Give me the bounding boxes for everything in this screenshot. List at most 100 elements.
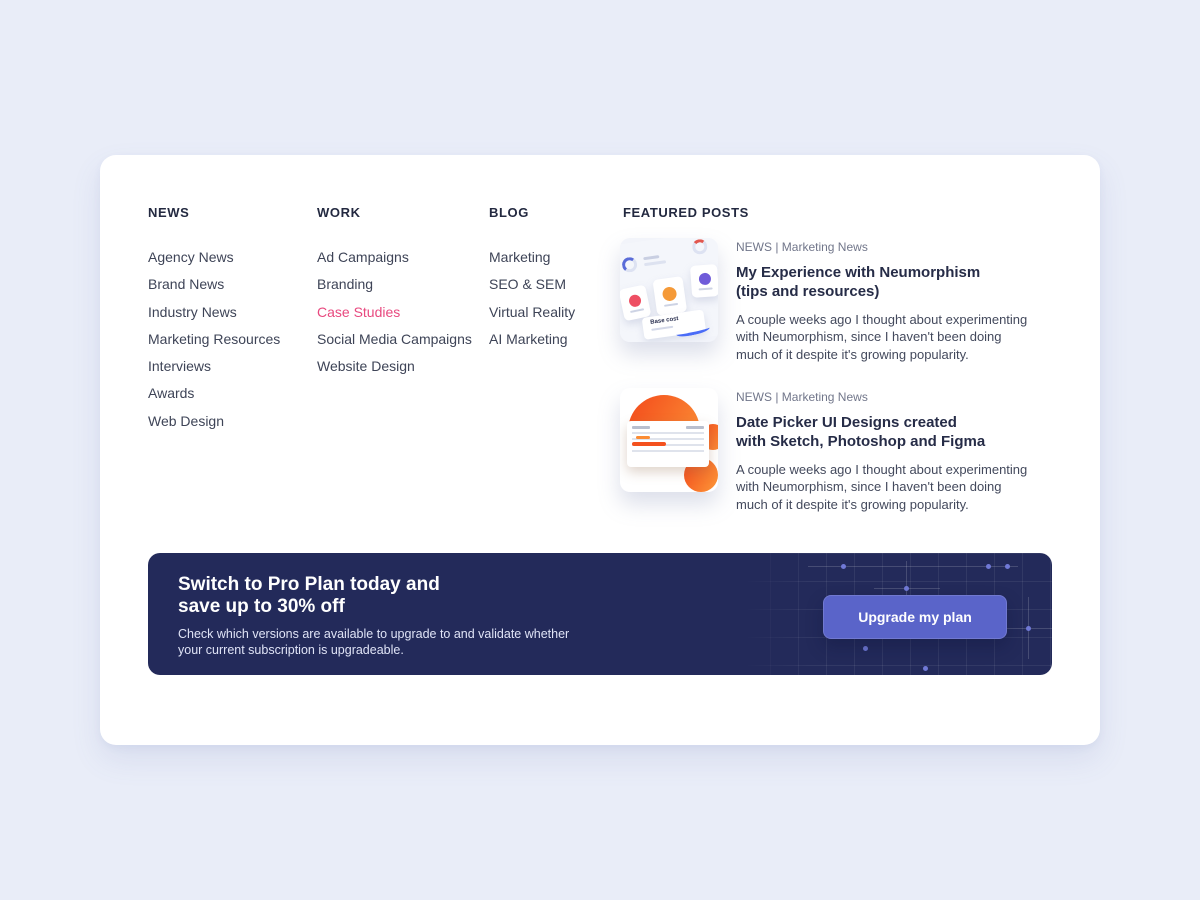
excerpt-line: with Neumorphism, since I haven't been d…	[736, 479, 1002, 495]
nav-list-news: Agency News Brand News Industry News Mar…	[148, 244, 280, 435]
grid-dot	[923, 666, 928, 671]
nav-item-branding[interactable]: Branding	[317, 276, 374, 293]
post-category: NEWS | Marketing News	[736, 240, 868, 254]
list-item: Marketing Resources	[148, 326, 280, 353]
list-item: SEO & SEM	[489, 271, 575, 298]
calendar-card	[627, 421, 709, 467]
grid-dot	[986, 564, 991, 569]
post-title[interactable]: Date Picker UI Designs created with Sket…	[736, 413, 1036, 451]
list-item: Interviews	[148, 353, 280, 380]
nav-item-marketing-resources[interactable]: Marketing Resources	[148, 330, 281, 347]
list-item: Website Design	[317, 353, 472, 380]
banner-description-line: your current subscription is upgradeable…	[178, 643, 404, 657]
grid-dot	[904, 586, 909, 591]
list-item: Brand News	[148, 271, 280, 298]
excerpt-line: with Neumorphism, since I haven't been d…	[736, 329, 1002, 345]
date-range-highlight	[636, 435, 650, 439]
nav-list-blog: Marketing SEO & SEM Virtual Reality AI M…	[489, 244, 575, 353]
list-item: Social Media Campaigns	[317, 326, 472, 353]
promo-banner: Switch to Pro Plan today and save up to …	[148, 553, 1052, 675]
post-title-line: Date Picker UI Designs created	[736, 414, 957, 431]
date-range-highlight	[632, 441, 666, 446]
list-item: Agency News	[148, 244, 280, 271]
post-thumbnail-datepicker	[620, 388, 718, 492]
text-bar	[686, 426, 704, 429]
column-title-blog: BLOG	[489, 205, 529, 220]
nav-item-marketing[interactable]: Marketing	[489, 249, 551, 265]
grid-dot	[863, 646, 868, 651]
excerpt-line: much of it despite it's growing populari…	[736, 496, 969, 512]
banner-description-line: Check which versions are available to up…	[178, 627, 570, 641]
nav-item-ai-marketing[interactable]: AI Marketing	[489, 330, 568, 347]
list-item: Awards	[148, 380, 280, 407]
nav-column-blog: BLOG Marketing SEO & SEM Virtual Reality…	[489, 205, 575, 353]
nav-item-awards[interactable]: Awards	[148, 385, 195, 402]
nav-item-agency-news[interactable]: Agency News	[148, 249, 234, 265]
gift-cards-tile	[652, 276, 688, 316]
banner-title-line: Switch to Pro Plan today and	[178, 574, 440, 595]
nav-item-web-design[interactable]: Web Design	[148, 412, 225, 429]
nav-item-website-design[interactable]: Website Design	[317, 358, 415, 375]
nav-item-virtual-reality[interactable]: Virtual Reality	[489, 303, 576, 320]
nav-item-interviews[interactable]: Interviews	[148, 358, 212, 375]
post-title-line: My Experience with Neumorphism	[736, 264, 981, 281]
text-bar	[698, 286, 713, 290]
post-title-line: (tips and resources)	[736, 283, 880, 300]
nav-list-work: Ad Campaigns Branding Case Studies Socia…	[317, 244, 472, 380]
featured-post-neumorphism[interactable]: Base cost NEWS | Marketing News My Exper…	[620, 238, 1036, 363]
column-title-news: NEWS	[148, 205, 190, 220]
grid-dot	[1005, 564, 1010, 569]
list-item: Marketing	[489, 244, 575, 271]
featured-post-datepicker[interactable]: NEWS | Marketing News Date Picker UI Des…	[620, 388, 1036, 513]
mega-menu-card: NEWS Agency News Brand News Industry New…	[100, 155, 1100, 745]
banner-description: Check which versions are available to up…	[178, 626, 569, 658]
nav-item-ad-campaigns[interactable]: Ad Campaigns	[317, 249, 409, 265]
neumorphism-illustration: Base cost	[620, 238, 718, 342]
grid-dot	[841, 564, 846, 569]
nav-item-brand-news[interactable]: Brand News	[148, 276, 225, 293]
gift-cards-icon	[661, 285, 678, 302]
progress-ring-icon	[621, 256, 639, 274]
excerpt-line: A couple weeks ago I thought about exper…	[736, 462, 1028, 477]
savings-icon	[698, 272, 711, 285]
nav-column-news: NEWS Agency News Brand News Industry New…	[148, 205, 280, 435]
upgrade-plan-button[interactable]: Upgrade my plan	[823, 595, 1007, 639]
banner-title: Switch to Pro Plan today and save up to …	[178, 574, 569, 617]
excerpt-line: much of it despite it's growing populari…	[736, 346, 969, 362]
featured-posts-section: FEATURED POSTS	[620, 205, 1052, 512]
post-excerpt: A couple weeks ago I thought about exper…	[736, 311, 1036, 363]
credit-card-icon	[627, 293, 642, 308]
text-bar	[632, 426, 650, 429]
list-item: Web Design	[148, 408, 280, 435]
list-item: Industry News	[148, 299, 280, 326]
post-category: NEWS | Marketing News	[736, 390, 868, 404]
nav-item-industry-news[interactable]: Industry News	[148, 303, 237, 320]
nav-item-social-media-campaigns[interactable]: Social Media Campaigns	[317, 330, 472, 347]
grid-dot	[1026, 626, 1031, 631]
banner-title-line: save up to 30% off	[178, 595, 345, 617]
banner-text: Switch to Pro Plan today and save up to …	[178, 574, 569, 658]
excerpt-line: A couple weeks ago I thought about exper…	[736, 312, 1028, 327]
grid-line	[808, 566, 1018, 567]
featured-posts-title: FEATURED POSTS	[623, 205, 749, 220]
calendar-grid	[632, 431, 704, 456]
nav-item-case-studies[interactable]: Case Studies	[317, 303, 401, 320]
list-item: Branding	[317, 271, 472, 298]
savings-tile	[690, 264, 718, 298]
nav-item-seo-sem[interactable]: SEO & SEM	[489, 276, 567, 293]
column-title-work: WORK	[317, 205, 361, 220]
text-bar	[629, 307, 644, 313]
calendar-header	[632, 426, 704, 429]
grid-line	[994, 628, 1052, 629]
post-text: NEWS | Marketing News My Experience with…	[736, 238, 1036, 363]
list-item: Virtual Reality	[489, 299, 575, 326]
progress-ring-icon	[691, 238, 709, 256]
text-bar	[643, 255, 660, 261]
post-text: NEWS | Marketing News Date Picker UI Des…	[736, 388, 1036, 513]
post-title[interactable]: My Experience with Neumorphism (tips and…	[736, 263, 1036, 301]
base-cost-card: Base cost	[641, 309, 707, 340]
list-item: AI Marketing	[489, 326, 575, 353]
post-excerpt: A couple weeks ago I thought about exper…	[736, 461, 1036, 513]
credit-card-tile	[620, 284, 652, 322]
